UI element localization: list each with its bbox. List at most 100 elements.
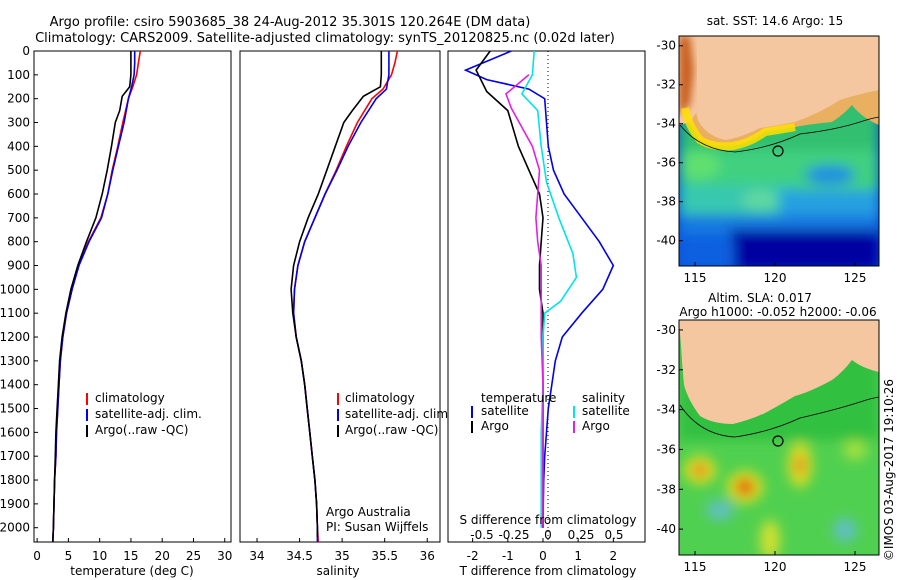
y-tick-label: 800 xyxy=(7,235,30,249)
y-tick-label: 1700 xyxy=(0,449,30,463)
x-tick-label: 20 xyxy=(155,549,170,563)
lon-tick-label: 120 xyxy=(764,560,787,574)
sla-map-frame xyxy=(678,319,880,556)
x-tick-label: 0 xyxy=(539,549,547,563)
sst-map-title: sat. SST: 14.6 Argo: 15 xyxy=(707,14,844,28)
x-tick-label: 34.5 xyxy=(286,549,313,563)
salinity-axis: 34 34.5 35 35.5 36 xyxy=(249,538,435,563)
y-tick-label: 1900 xyxy=(0,497,30,511)
lat-tick-label: -34 xyxy=(656,117,676,131)
y-tick-label: 1600 xyxy=(0,425,30,439)
x-tick-label: -1 xyxy=(502,549,514,563)
series-line-t-satellite xyxy=(463,50,615,528)
temperature-legend: climatology satellite-adj. clim. Argo(..… xyxy=(86,391,202,437)
lat-tick-label: -32 xyxy=(656,78,676,92)
y-tick-label: 300 xyxy=(7,116,30,130)
x-tick-label: 0 xyxy=(33,549,41,563)
legend-label-satellite: satellite-adj. clim. xyxy=(95,407,202,421)
lat-tick-label: -38 xyxy=(656,482,676,496)
y-tick-label: 500 xyxy=(7,163,30,177)
x-tick-label: 15 xyxy=(123,549,138,563)
legend-label-t-argo: Argo xyxy=(481,419,509,433)
salinity-annotation-line2: PI: Susan Wijffels xyxy=(326,520,428,534)
y-tick-label: 1000 xyxy=(0,282,30,296)
x-tick-label: 25 xyxy=(186,549,201,563)
figure-title-line2: Climatology: CARS2009. Satellite-adjuste… xyxy=(35,31,615,46)
y-tick-label: 900 xyxy=(7,259,30,273)
figure-title-line1: Argo profile: csiro 5903685_38 24-Aug-20… xyxy=(50,15,531,30)
x-tick-label: -2 xyxy=(467,549,479,563)
y-tick-label: 100 xyxy=(7,68,30,82)
salinity-axes-frame xyxy=(239,50,441,543)
series-line-argo-raw-qc- xyxy=(290,51,383,538)
lon-tick-label: 120 xyxy=(764,271,787,285)
s-difference-ticklabels: -0.5 -0.25 0 0.25 0.5 xyxy=(470,528,623,542)
salinity-legend: climatology satellite-adj. clim. Argo(..… xyxy=(337,391,452,437)
series-line-argo-raw-qc- xyxy=(52,51,132,543)
imos-credit: ©IMOS 03-Aug-2017 19:10:26 xyxy=(882,379,896,561)
x-tick-label: 36 xyxy=(420,549,435,563)
lat-tick-label: -38 xyxy=(656,195,676,209)
lon-tick-label: 125 xyxy=(844,560,867,574)
lat-tick-label: -40 xyxy=(656,522,676,536)
s-difference-label: S difference from climatology xyxy=(460,513,637,527)
lat-tick-label: -30 xyxy=(656,39,676,53)
y-tick-label: 1300 xyxy=(0,354,30,368)
depth-axis: 0 100 200 300 400 500 600 700 800 900 1000 1100 1200… xyxy=(0,44,38,535)
series-line-s-argo xyxy=(505,74,544,528)
x-tick-label: 1 xyxy=(574,549,582,563)
difference-axis: -2 -1 0 1 2 xyxy=(467,538,618,563)
y-tick-label: 600 xyxy=(7,187,30,201)
s-tick-label: 0 xyxy=(544,528,552,542)
sla-map-axes: 115 120 125 -30 -32 -34 -36 -38 -40 xyxy=(656,323,866,574)
difference-legend: temperature satellite Argo salinity sate… xyxy=(471,391,630,433)
legend-label-climatology: climatology xyxy=(345,391,415,405)
x-tick-label: 10 xyxy=(92,549,107,563)
y-tick-label: 2000 xyxy=(0,521,30,535)
temperature-lines xyxy=(52,50,142,543)
legend-title-salinity: salinity xyxy=(582,391,625,405)
legend-label-climatology: climatology xyxy=(95,391,165,405)
x-tick-label: 35 xyxy=(334,549,349,563)
salinity-panel: 34 34.5 35 35.5 36 salinity climatology sate… xyxy=(239,50,452,578)
legend-title-temperature: temperature xyxy=(481,391,556,405)
lat-tick-label: -36 xyxy=(656,156,676,170)
sst-map-image xyxy=(679,36,879,266)
lon-tick-label: 125 xyxy=(844,271,867,285)
lat-tick-label: -36 xyxy=(656,442,676,456)
sst-map-frame xyxy=(678,35,880,267)
legend-label-argo: Argo(..raw -QC) xyxy=(95,423,188,437)
lat-tick-label: -32 xyxy=(656,363,676,377)
temperature-axes-frame xyxy=(33,50,232,543)
s-tick-label: -0.5 xyxy=(470,528,493,542)
s-tick-label: 0.25 xyxy=(568,528,595,542)
y-tick-label: 700 xyxy=(7,211,30,225)
y-tick-label: 1200 xyxy=(0,330,30,344)
salinity-lines xyxy=(290,50,399,543)
t-difference-xlabel: T difference from climatology xyxy=(459,564,637,578)
sla-map-panel: Altim. SLA: 0.017 Argo h1000: -0.052 h20… xyxy=(656,291,880,574)
lat-tick-label: -40 xyxy=(656,234,676,248)
x-tick-label: 2 xyxy=(610,549,618,563)
y-tick-label: 400 xyxy=(7,139,30,153)
x-tick-label: 35.5 xyxy=(371,549,398,563)
sla-map-subtitle: Argo h1000: -0.052 h2000: -0.06 xyxy=(679,305,876,319)
y-tick-label: 1100 xyxy=(0,306,30,320)
sst-map-panel: sat. SST: 14.6 Argo: 15 xyxy=(656,14,880,285)
legend-label-s-argo: Argo xyxy=(582,419,610,433)
float-position-marker xyxy=(772,435,784,447)
y-tick-label: 1500 xyxy=(0,402,30,416)
y-tick-label: 1400 xyxy=(0,378,30,392)
lat-tick-label: -34 xyxy=(656,403,676,417)
s-tick-label: -0.25 xyxy=(498,528,529,542)
y-tick-label: 1800 xyxy=(0,473,30,487)
lon-tick-label: 115 xyxy=(684,271,707,285)
sst-map-axes: 115 120 125 -30 -32 -34 -36 -38 -40 xyxy=(656,39,866,285)
legend-label-argo: Argo(..raw -QC) xyxy=(345,423,438,437)
x-tick-label: 30 xyxy=(217,549,232,563)
lat-tick-label: -30 xyxy=(656,323,676,337)
x-tick-label: 34 xyxy=(249,549,264,563)
x-tick-label: 5 xyxy=(65,549,73,563)
legend-label-s-satellite: satellite xyxy=(582,404,630,418)
legend-label-satellite: satellite-adj. clim. xyxy=(345,407,452,421)
